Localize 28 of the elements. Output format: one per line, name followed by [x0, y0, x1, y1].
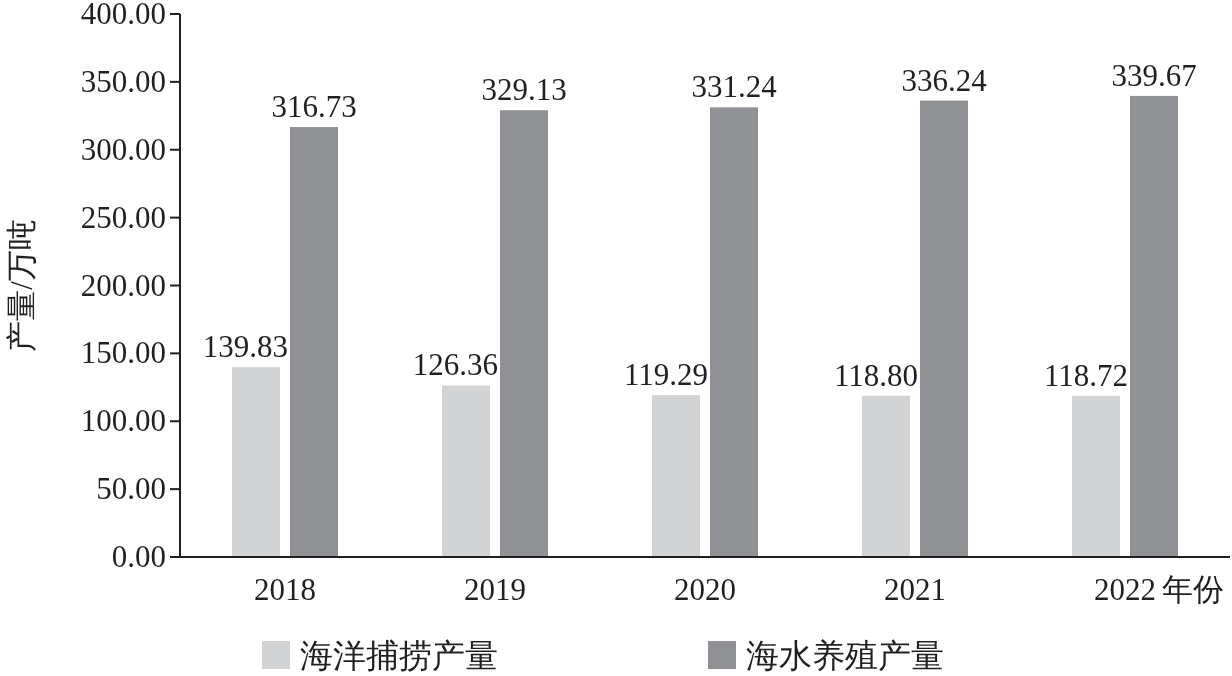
x-tick-label: 2022	[1094, 572, 1156, 607]
y-tick-label: 250.00	[80, 199, 166, 235]
x-axis-title: 年份	[1162, 572, 1224, 607]
data-label: 139.83	[202, 329, 288, 365]
y-tick-label: 300.00	[80, 131, 166, 167]
legend-label: 海水养殖产量	[746, 638, 944, 674]
data-label: 336.24	[901, 62, 988, 98]
x-tick-label: 2019	[464, 572, 526, 607]
legend-label: 海洋捕捞产量	[300, 638, 498, 674]
y-tick-label: 50.00	[96, 471, 166, 507]
y-axis-title: 产量/万吨	[4, 219, 39, 352]
y-tick-label: 400.00	[80, 0, 166, 31]
y-tick-label: 350.00	[80, 63, 166, 99]
data-label: 316.73	[271, 89, 357, 125]
x-tick-label: 2018	[254, 572, 316, 607]
y-tick-label: 200.00	[80, 267, 166, 303]
data-label: 118.72	[1043, 357, 1128, 393]
x-tick-label: 2021	[884, 572, 946, 607]
data-label: 329.13	[481, 72, 567, 108]
data-label: 331.24	[691, 69, 778, 105]
data-label: 339.67	[1111, 57, 1197, 93]
data-label: 119.29	[623, 357, 708, 393]
data-label: 126.36	[412, 347, 498, 383]
data-label: 118.80	[833, 357, 918, 393]
x-tick-label: 2020	[674, 572, 736, 607]
y-tick-label: 100.00	[80, 403, 166, 439]
y-tick-label: 0.00	[111, 539, 166, 574]
y-tick-label: 150.00	[80, 335, 166, 371]
